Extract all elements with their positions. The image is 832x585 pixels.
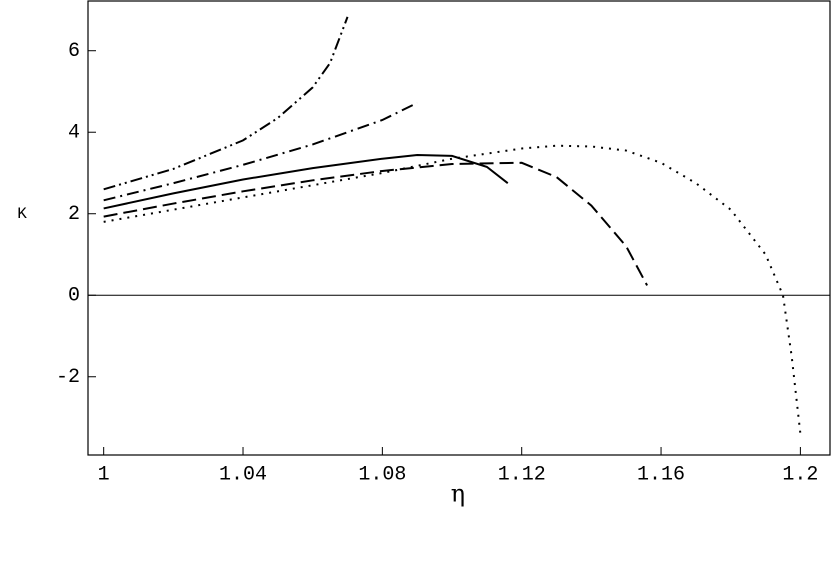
y-tick-label: 2 (68, 203, 80, 226)
series-line (103, 144, 802, 434)
x-tick-label: 1.12 (498, 463, 546, 486)
series-line (103, 161, 648, 286)
y-tick-label: 0 (68, 285, 80, 308)
x-tick-label: 1.08 (358, 463, 406, 486)
series-line (103, 154, 509, 210)
x-axis-label: η (451, 480, 465, 508)
x-tick-label: 1.16 (637, 463, 685, 486)
x-tick-label: 1.2 (782, 463, 818, 486)
x-tick-label: 1 (98, 463, 110, 486)
plot-frame (87, 0, 831, 456)
x-tick-label: 1.04 (219, 463, 267, 486)
series-line (103, 101, 418, 202)
y-tick-label: 4 (68, 122, 80, 145)
y-tick-label: -2 (56, 366, 80, 389)
y-tick-label: 6 (68, 40, 80, 63)
series-line (103, 16, 349, 191)
y-axis-label: K (17, 205, 27, 223)
